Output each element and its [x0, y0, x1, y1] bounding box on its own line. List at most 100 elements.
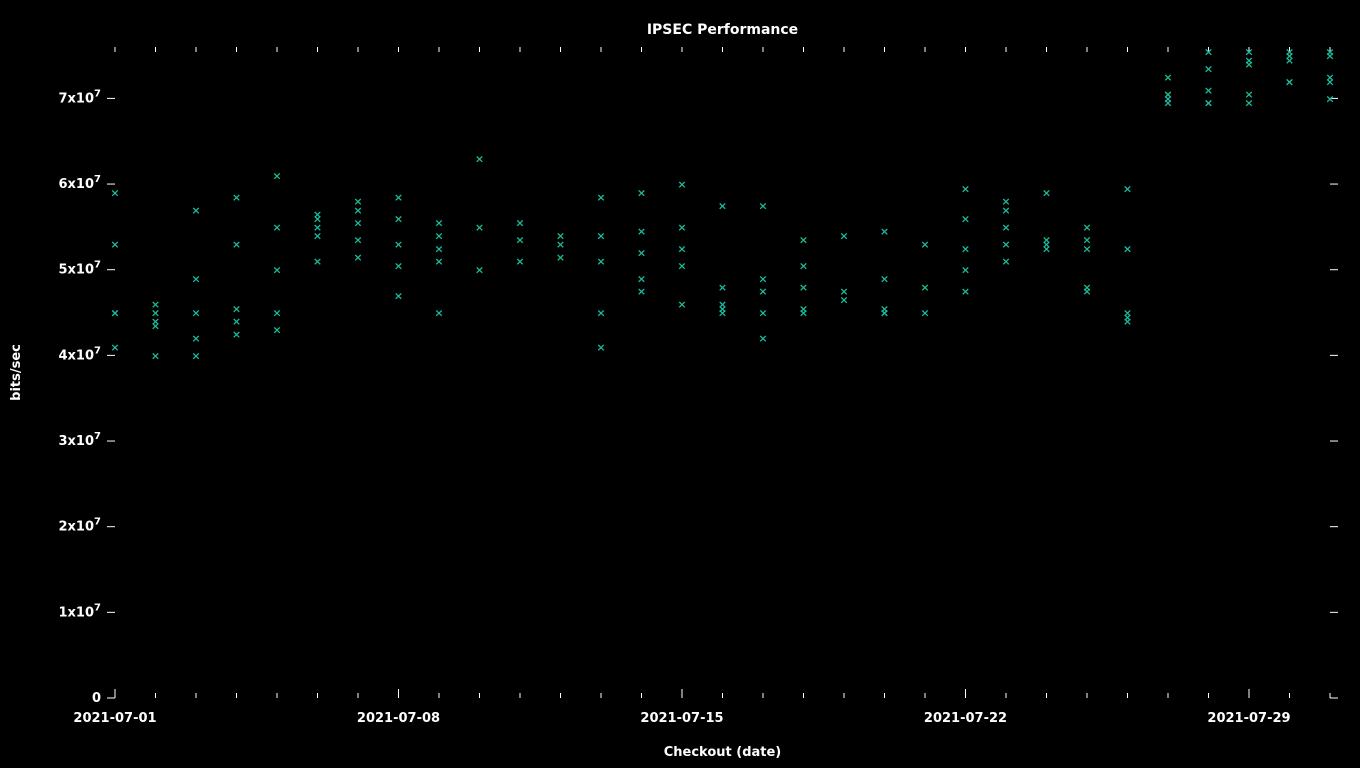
data-point: × — [434, 307, 443, 320]
data-point: × — [191, 204, 200, 217]
data-point: × — [191, 307, 200, 320]
data-point: × — [1244, 58, 1253, 71]
data-point: × — [920, 238, 929, 251]
data-point: × — [1042, 187, 1051, 200]
data-point: × — [394, 238, 403, 251]
x-tick-label: 2021-07-22 — [924, 711, 1007, 726]
chart-container: IPSEC Performance Checkout (date) bits/s… — [0, 0, 1360, 768]
data-point: × — [839, 229, 848, 242]
data-point: × — [191, 332, 200, 345]
data-point: × — [1001, 204, 1010, 217]
data-point: × — [920, 307, 929, 320]
data-point: × — [353, 217, 362, 230]
data-point: × — [1123, 242, 1132, 255]
x-axis-label: Checkout (date) — [664, 745, 782, 760]
data-point: × — [110, 187, 119, 200]
chart-title: IPSEC Performance — [647, 22, 798, 38]
data-point: × — [1163, 97, 1172, 110]
data-point: × — [353, 204, 362, 217]
data-point: × — [799, 307, 808, 320]
data-point: × — [1001, 238, 1010, 251]
data-point: × — [191, 272, 200, 285]
data-point: × — [961, 264, 970, 277]
data-point: × — [677, 178, 686, 191]
y-axis-ticks: 01x1072x1073x1074x1075x1076x1077x107 — [59, 88, 1339, 706]
data-point: × — [758, 272, 767, 285]
data-point: × — [110, 238, 119, 251]
data-point: × — [110, 307, 119, 320]
data-point: × — [758, 307, 767, 320]
data-points: ××××××××××××××××××××××××××××××××××××××××… — [110, 45, 1334, 362]
x-tick-label: 2021-07-01 — [73, 711, 156, 726]
data-point: × — [515, 217, 524, 230]
data-point: × — [596, 191, 605, 204]
y-tick-label: 4x107 — [59, 345, 102, 363]
data-point: × — [1123, 182, 1132, 195]
data-point: × — [232, 238, 241, 251]
data-point: × — [394, 191, 403, 204]
chart-svg: IPSEC Performance Checkout (date) bits/s… — [0, 0, 1360, 768]
data-point: × — [596, 255, 605, 268]
data-point: × — [758, 199, 767, 212]
data-point: × — [151, 349, 160, 362]
data-point: × — [1285, 54, 1294, 67]
data-point: × — [1285, 75, 1294, 88]
data-point: × — [1082, 221, 1091, 234]
data-point: × — [475, 152, 484, 165]
data-point: × — [677, 259, 686, 272]
data-point: × — [637, 225, 646, 238]
data-point: × — [961, 242, 970, 255]
data-point: × — [232, 315, 241, 328]
data-point: × — [637, 285, 646, 298]
data-point: × — [434, 217, 443, 230]
data-point: × — [1001, 221, 1010, 234]
data-point: × — [718, 307, 727, 320]
data-point: × — [880, 307, 889, 320]
data-point: × — [961, 182, 970, 195]
data-point: × — [637, 272, 646, 285]
data-point: × — [799, 281, 808, 294]
y-tick-label: 7x107 — [59, 88, 102, 106]
data-point: × — [596, 341, 605, 354]
data-point: × — [880, 272, 889, 285]
data-point: × — [394, 259, 403, 272]
data-point: × — [151, 319, 160, 332]
data-point: × — [475, 264, 484, 277]
data-point: × — [191, 349, 200, 362]
y-tick-label: 0 — [92, 691, 101, 706]
data-point: × — [758, 285, 767, 298]
data-point: × — [1123, 315, 1132, 328]
data-point: × — [272, 307, 281, 320]
data-point: × — [839, 294, 848, 307]
y-tick-label: 1x107 — [59, 602, 102, 620]
y-axis-label: bits/sec — [9, 344, 24, 401]
data-point: × — [556, 238, 565, 251]
y-tick-label: 5x107 — [59, 260, 102, 278]
data-point: × — [1204, 97, 1213, 110]
data-point: × — [1204, 45, 1213, 58]
x-axis-ticks: 2021-07-012021-07-082021-07-152021-07-22… — [73, 47, 1330, 726]
data-point: × — [799, 259, 808, 272]
data-point: × — [110, 341, 119, 354]
x-tick-label: 2021-07-29 — [1207, 711, 1290, 726]
data-point: × — [1204, 62, 1213, 75]
data-point: × — [596, 229, 605, 242]
data-point: × — [272, 169, 281, 182]
data-point: × — [434, 229, 443, 242]
data-point: × — [1204, 84, 1213, 97]
data-point: × — [232, 191, 241, 204]
data-point: × — [272, 221, 281, 234]
y-tick-label: 2x107 — [59, 517, 102, 535]
x-tick-label: 2021-07-15 — [640, 711, 723, 726]
data-point: × — [799, 234, 808, 247]
data-point: × — [758, 332, 767, 345]
data-point: × — [637, 187, 646, 200]
data-point: × — [1244, 97, 1253, 110]
data-point: × — [434, 242, 443, 255]
data-point: × — [718, 199, 727, 212]
data-point: × — [313, 255, 322, 268]
data-point: × — [1325, 50, 1334, 63]
data-point: × — [1325, 75, 1334, 88]
data-point: × — [515, 255, 524, 268]
data-point: × — [1082, 242, 1091, 255]
